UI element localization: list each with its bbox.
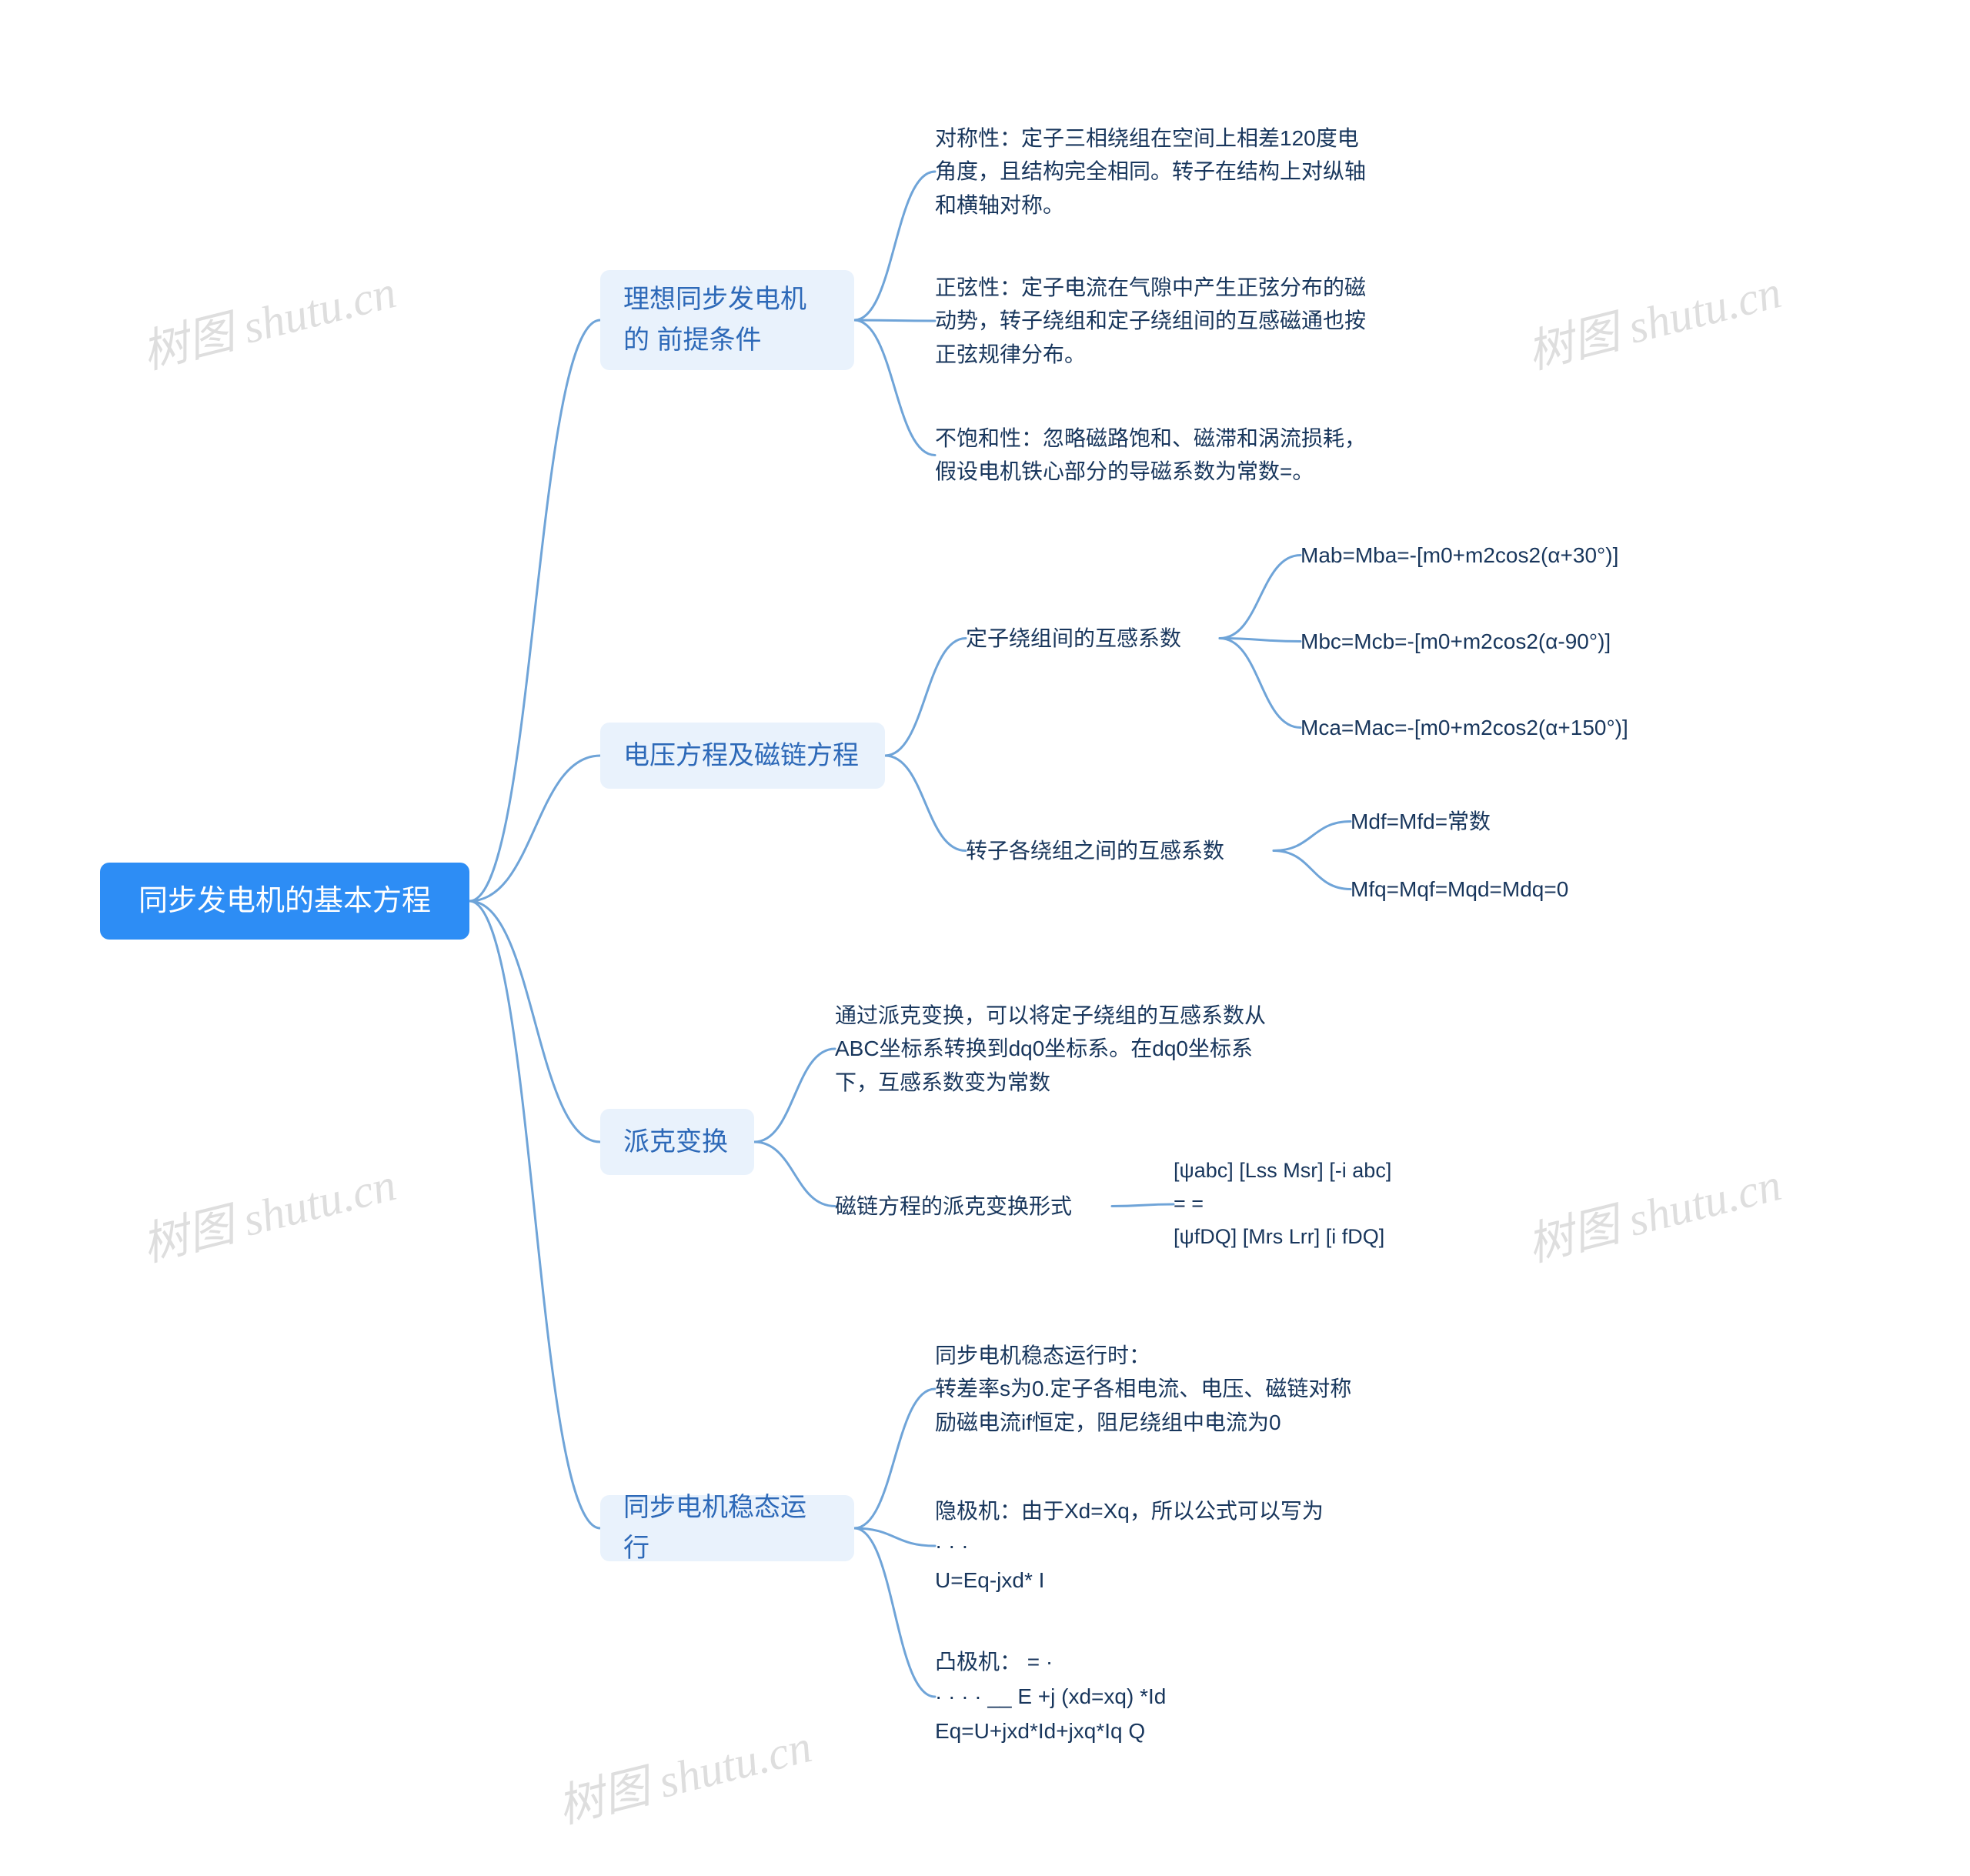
leaf-symmetry: 对称性：定子三相绕组在空间上相差120度电 角度，且结构完全相同。转子在结构上对… bbox=[935, 122, 1427, 222]
leaf-steady-desc: 同步电机稳态运行时： 转差率s为0.定子各相电流、电压、磁链对称 励磁电流if恒… bbox=[935, 1339, 1427, 1439]
leaf-text: 对称性：定子三相绕组在空间上相差120度电 角度，且结构完全相同。转子在结构上对… bbox=[935, 122, 1366, 222]
leaf-text: Mab=Mba=-[m0+m2cos2(α+30°)] bbox=[1301, 539, 1618, 572]
branch-label: 派克变换 bbox=[623, 1122, 728, 1163]
branch-ideal-generator: 理想同步发电机的 前提条件 bbox=[600, 270, 854, 370]
leaf-text: 通过派克变换，可以将定子绕组的互感系数从 ABC坐标系转换到dq0坐标系。在dq… bbox=[835, 999, 1266, 1099]
root-node: 同步发电机的基本方程 bbox=[100, 863, 469, 940]
leaf-rotor-mutual: 转子各绕组之间的互感系数 bbox=[966, 834, 1274, 867]
leaf-text: Mdf=Mfd=常数 bbox=[1351, 805, 1491, 838]
branch-voltage-equations: 电压方程及磁链方程 bbox=[600, 723, 885, 789]
leaf-text: 正弦性：定子电流在气隙中产生正弦分布的磁 动势，转子绕组和定子绕组间的互感磁通也… bbox=[935, 271, 1366, 371]
leaf-sinusoidal: 正弦性：定子电流在气隙中产生正弦分布的磁 动势，转子绕组和定子绕组间的互感磁通也… bbox=[935, 271, 1427, 371]
branch-label: 理想同步发电机的 前提条件 bbox=[623, 279, 831, 360]
leaf-mdf: Mdf=Mfd=常数 bbox=[1351, 805, 1612, 838]
leaf-text: 凸极机： = · · · · · __ E +j (xd=xq) *Id Eq=… bbox=[935, 1645, 1166, 1748]
leaf-park-matrix: [ψabc] [Lss Msr] [-i abc] = = [ψfDQ] [Mr… bbox=[1174, 1154, 1604, 1254]
leaf-text: 不饱和性：忽略磁路饱和、磁滞和涡流损耗， 假设电机铁心部分的导磁系数为常数=。 bbox=[935, 422, 1366, 489]
leaf-text: 隐极机：由于Xd=Xq，所以公式可以写为 · · · U=Eq-jxd* I bbox=[935, 1494, 1324, 1597]
root-label: 同步发电机的基本方程 bbox=[139, 879, 431, 924]
leaf-text: Mbc=Mcb=-[m0+m2cos2(α-90°)] bbox=[1301, 625, 1611, 658]
leaf-text: 同步电机稳态运行时： 转差率s为0.定子各相电流、电压、磁链对称 励磁电流if恒… bbox=[935, 1339, 1351, 1439]
branch-label: 电压方程及磁链方程 bbox=[623, 736, 859, 776]
leaf-text: Mfq=Mqf=Mqd=Mdq=0 bbox=[1351, 873, 1568, 906]
leaf-hidden-pole: 隐极机：由于Xd=Xq，所以公式可以写为 · · · U=Eq-jxd* I bbox=[935, 1494, 1427, 1597]
leaf-text: 磁链方程的派克变换形式 bbox=[835, 1190, 1072, 1223]
leaf-mab: Mab=Mba=-[m0+m2cos2(α+30°)] bbox=[1301, 539, 1701, 572]
leaf-stator-mutual: 定子绕组间的互感系数 bbox=[966, 622, 1220, 655]
leaf-park-desc: 通过派克变换，可以将定子绕组的互感系数从 ABC坐标系转换到dq0坐标系。在dq… bbox=[835, 999, 1327, 1099]
leaf-mca: Mca=Mac=-[m0+m2cos2(α+150°)] bbox=[1301, 711, 1716, 744]
branch-steady-state: 同步电机稳态运行 bbox=[600, 1495, 854, 1561]
leaf-text: [ψabc] [Lss Msr] [-i abc] = = [ψfDQ] [Mr… bbox=[1174, 1154, 1391, 1254]
leaf-unsaturated: 不饱和性：忽略磁路饱和、磁滞和涡流损耗， 假设电机铁心部分的导磁系数为常数=。 bbox=[935, 422, 1427, 489]
leaf-text: 转子各绕组之间的互感系数 bbox=[966, 834, 1224, 867]
leaf-text: 定子绕组间的互感系数 bbox=[966, 622, 1181, 655]
leaf-park-form-label: 磁链方程的派克变换形式 bbox=[835, 1190, 1112, 1223]
leaf-salient-pole: 凸极机： = · · · · · __ E +j (xd=xq) *Id Eq=… bbox=[935, 1645, 1520, 1748]
branch-park-transform: 派克变换 bbox=[600, 1109, 754, 1175]
branch-label: 同步电机稳态运行 bbox=[623, 1487, 831, 1568]
leaf-mfq: Mfq=Mqf=Mqd=Mdq=0 bbox=[1351, 873, 1658, 906]
leaf-text: Mca=Mac=-[m0+m2cos2(α+150°)] bbox=[1301, 711, 1628, 744]
leaf-mbc: Mbc=Mcb=-[m0+m2cos2(α-90°)] bbox=[1301, 625, 1701, 658]
